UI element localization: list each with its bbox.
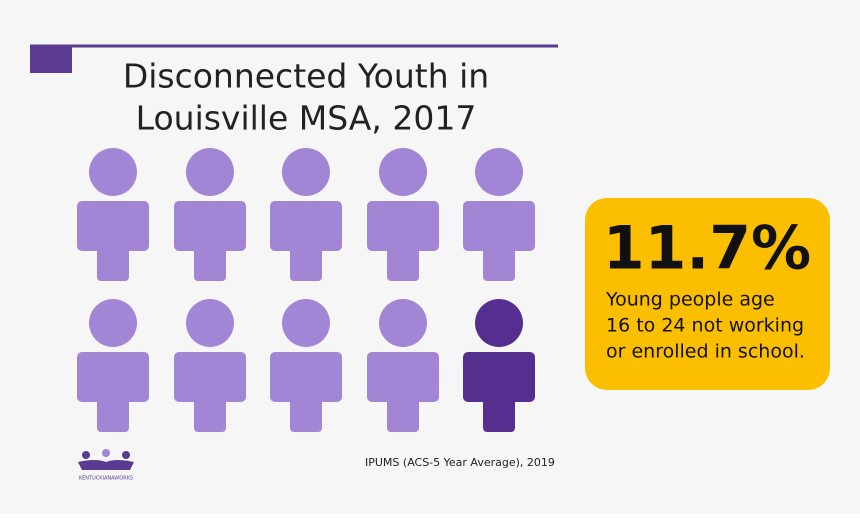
person-icon-part — [174, 352, 246, 402]
header-block — [30, 46, 72, 73]
person-icon-part — [463, 352, 535, 402]
person-icon-part — [174, 201, 246, 251]
person-icon-part — [270, 201, 342, 251]
source: IPUMS (ACS-5 Year Average), 2019 — [365, 456, 555, 469]
logo-text: KENTUCKIANAWORKS — [79, 476, 133, 482]
person-icon-part — [290, 242, 322, 281]
person-icon-part — [387, 242, 419, 281]
person-icon-part — [77, 352, 149, 402]
logo-figures — [78, 449, 134, 470]
person-icon-part — [186, 148, 234, 196]
person-icon-part — [77, 201, 149, 251]
stat-value: 11.7% — [603, 214, 811, 284]
stat-box — [585, 198, 830, 390]
person-icon-part — [483, 242, 515, 281]
person-icon-part — [290, 393, 322, 432]
person-icon-part — [387, 393, 419, 432]
person-icon-part — [97, 242, 129, 281]
person-icon-part — [89, 299, 137, 347]
person-icon-part — [463, 201, 535, 251]
person-icon-part — [475, 148, 523, 196]
person-icon-part — [379, 299, 427, 347]
person-icon-part — [194, 393, 226, 432]
person-icon-part — [270, 352, 342, 402]
person-icon-part — [483, 393, 515, 432]
person-icon-part — [379, 148, 427, 196]
person-icon-part — [89, 148, 137, 196]
person-icon-part — [282, 299, 330, 347]
stat-description: Young people age — [605, 289, 775, 311]
person-icon-part — [367, 352, 439, 402]
person-icon-part — [475, 299, 523, 347]
person-icon-part — [367, 201, 439, 251]
title-line: Louisville MSA, 2017 — [136, 99, 477, 138]
stat-description: or enrolled in school. — [606, 341, 805, 363]
person-icon-part — [282, 148, 330, 196]
person-icon-part — [194, 242, 226, 281]
stat-description: 16 to 24 not working — [606, 315, 804, 337]
person-icon-part — [97, 393, 129, 432]
icon-array — [77, 148, 535, 432]
title-line: Disconnected Youth in — [123, 57, 489, 96]
person-icon-part — [186, 299, 234, 347]
